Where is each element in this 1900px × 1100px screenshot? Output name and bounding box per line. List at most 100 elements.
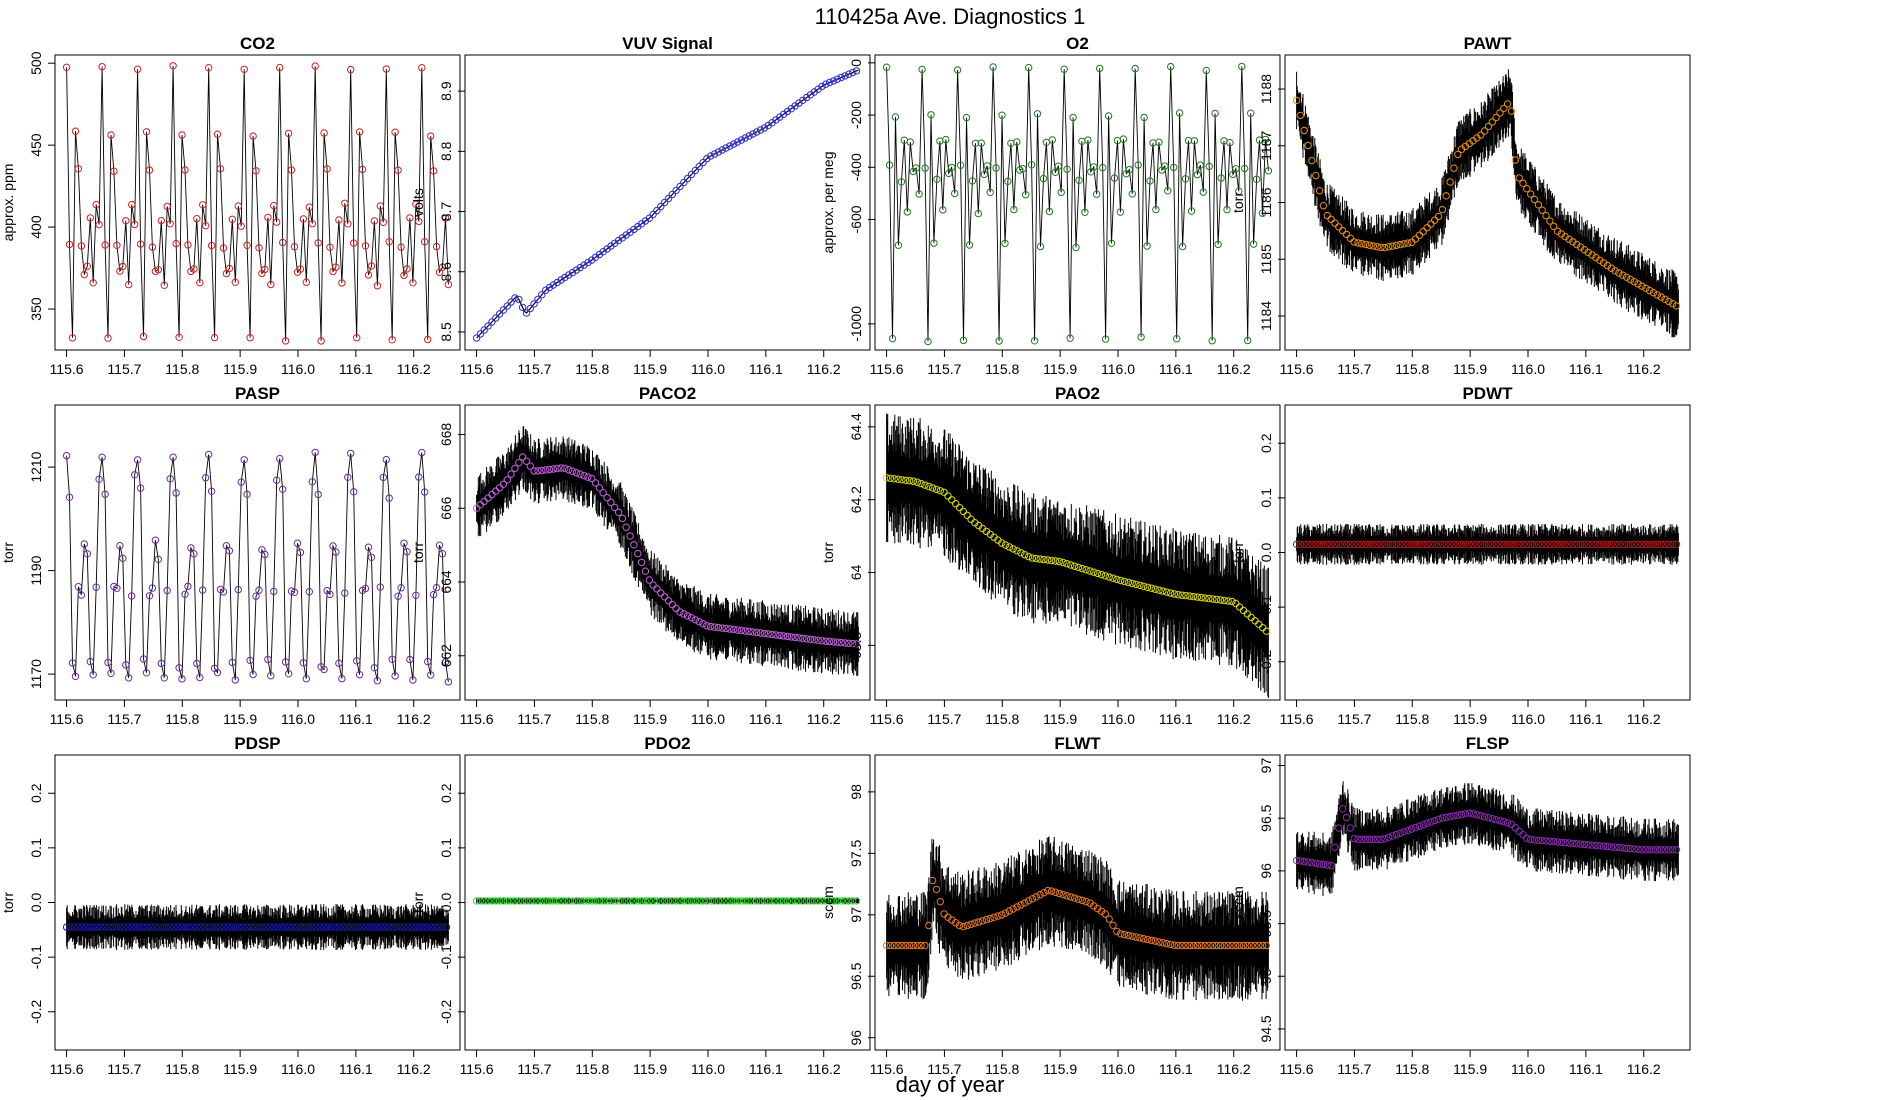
plot-frame: [464, 404, 871, 701]
average-point: [699, 158, 707, 167]
average-point: [185, 923, 194, 931]
average-point: [1469, 540, 1477, 548]
average-point: [779, 897, 788, 905]
average-point: [1075, 176, 1083, 185]
average-point: [190, 265, 198, 273]
average-point: [1101, 572, 1110, 580]
average-point: [404, 923, 412, 931]
average-point: [89, 671, 97, 679]
average-point: [1128, 190, 1137, 198]
average-point: [189, 923, 197, 931]
average-point: [511, 897, 519, 905]
average-point: [77, 591, 86, 599]
panel-title: VUV Signal: [622, 34, 713, 53]
x-tick-label: 115.7: [517, 361, 551, 377]
x-tick-label: 115.7: [1337, 1061, 1371, 1077]
average-point: [1450, 164, 1458, 172]
average-point: [1438, 540, 1447, 548]
average-point: [116, 923, 125, 931]
average-point: [553, 464, 561, 473]
y-tick-label: -0.1: [28, 945, 44, 969]
average-point: [290, 243, 299, 251]
average-point: [234, 202, 243, 210]
y-tick-label: 8.8: [438, 141, 454, 161]
x-tick-label: 115.8: [165, 361, 199, 377]
average-point: [1538, 836, 1546, 845]
average-point: [1350, 540, 1358, 548]
y-tick-label: 0.2: [1258, 433, 1274, 453]
average-point: [1059, 558, 1067, 567]
average-point: [1223, 205, 1231, 214]
x-tick-label: 116.2: [807, 361, 841, 377]
average-point: [703, 897, 711, 905]
average-point: [626, 532, 634, 540]
average-point: [1665, 846, 1673, 854]
y-tick-label: -0.2: [438, 999, 454, 1023]
average-point: [1238, 62, 1246, 71]
average-point: [304, 923, 313, 931]
average-point: [1503, 540, 1512, 548]
average-point: [154, 266, 163, 274]
average-point: [1396, 540, 1404, 548]
average-point: [429, 590, 438, 599]
average-point: [882, 941, 891, 950]
x-tick-label: 116.1: [749, 1061, 783, 1077]
average-point: [1553, 540, 1562, 548]
x-tick-label: 116.0: [1101, 361, 1135, 377]
x-tick-label: 115.9: [223, 361, 257, 377]
average-point: [530, 300, 538, 308]
average-point: [1101, 335, 1110, 343]
average-point: [1450, 812, 1458, 820]
average-point: [649, 210, 657, 219]
average-point: [1503, 100, 1512, 108]
average-point: [1385, 833, 1393, 841]
average-point: [157, 216, 166, 225]
average-point: [905, 477, 914, 485]
average-point: [1530, 540, 1539, 548]
average-point: [1300, 540, 1308, 548]
average-point: [1182, 941, 1190, 950]
average-point: [565, 897, 573, 905]
average-point: [522, 457, 531, 465]
y-tick-label: 0.2: [438, 783, 454, 803]
average-point: [1134, 161, 1142, 169]
average-point: [595, 897, 604, 905]
average-point: [1051, 168, 1060, 177]
average-point: [634, 549, 642, 558]
average-point: [882, 63, 891, 71]
average-point: [557, 897, 565, 905]
average-point: [1128, 932, 1136, 940]
average-point: [296, 548, 305, 557]
x-tick-label: 115.7: [107, 1061, 141, 1077]
panel-title: PAWT: [1464, 34, 1512, 53]
average-point: [1419, 227, 1427, 236]
average-point: [1365, 835, 1374, 843]
average-point: [1292, 540, 1301, 548]
panel-vuv-signal: VUV Signal volts 115.6 115.7 115.8 115.9 116.0…: [410, 34, 871, 377]
average-point: [756, 126, 765, 134]
average-point: [1477, 131, 1485, 139]
average-point: [1584, 248, 1592, 257]
average-point: [135, 923, 144, 931]
average-point: [199, 586, 207, 594]
average-point: [379, 473, 387, 482]
average-point: [247, 923, 255, 931]
average-point: [1327, 540, 1335, 548]
average-point: [382, 65, 390, 73]
average-point: [726, 897, 734, 905]
y-tick-label: 8.6: [438, 262, 454, 282]
average-point: [928, 876, 937, 885]
average-point: [1454, 811, 1462, 819]
average-point: [207, 487, 216, 495]
average-point: [1557, 540, 1566, 548]
average-point: [184, 582, 192, 591]
average-point: [1488, 815, 1497, 823]
average-point: [403, 548, 411, 556]
average-point: [518, 453, 527, 461]
average-point: [553, 897, 561, 905]
average-point: [699, 897, 707, 905]
average-point: [317, 337, 325, 345]
x-tick-label: 116.2: [397, 1061, 431, 1077]
average-point: [1503, 819, 1512, 827]
average-point: [193, 923, 201, 931]
